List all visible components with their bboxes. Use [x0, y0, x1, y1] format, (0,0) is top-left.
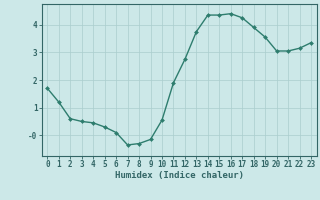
X-axis label: Humidex (Indice chaleur): Humidex (Indice chaleur) [115, 171, 244, 180]
